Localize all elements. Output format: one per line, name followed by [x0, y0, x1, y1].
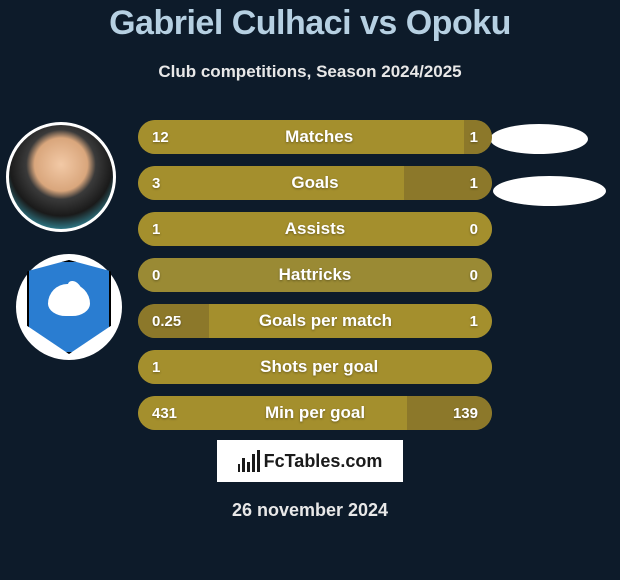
stat-value-left: 431 [152, 405, 177, 422]
stat-value-left: 3 [152, 175, 160, 192]
page-date: 26 november 2024 [0, 500, 620, 521]
player2-club-placeholder [493, 176, 606, 206]
stat-row: 0Hattricks0 [138, 258, 492, 292]
stat-value-right: 139 [453, 405, 478, 422]
stat-value-right: 0 [470, 267, 478, 284]
stat-label: Goals [160, 173, 469, 193]
stat-value-right: 1 [470, 175, 478, 192]
stat-value-left: 0.25 [152, 313, 181, 330]
stat-label: Hattricks [160, 265, 469, 285]
stat-label: Shots per goal [160, 357, 478, 377]
stat-label: Matches [169, 127, 470, 147]
stat-row: 3Goals1 [138, 166, 492, 200]
player1-avatar [6, 122, 116, 232]
stat-value-right: 0 [470, 221, 478, 238]
stat-value-left: 12 [152, 129, 169, 146]
player1-club-badge [16, 254, 122, 360]
page-subtitle: Club competitions, Season 2024/2025 [0, 62, 620, 82]
stat-value-right: 1 [470, 129, 478, 146]
brand-badge[interactable]: FcTables.com [217, 440, 403, 482]
stat-value-right: 1 [470, 313, 478, 330]
stat-value-left: 0 [152, 267, 160, 284]
brand-text: FcTables.com [264, 451, 383, 472]
club-badge-icon [27, 260, 111, 354]
stat-row: 12Matches1 [138, 120, 492, 154]
player2-avatar-placeholder [490, 124, 588, 154]
brand-chart-icon [238, 450, 260, 472]
stat-row: 1Shots per goal [138, 350, 492, 384]
stat-value-left: 1 [152, 359, 160, 376]
stat-label: Goals per match [181, 311, 469, 331]
stats-container: 12Matches13Goals11Assists00Hattricks00.2… [138, 120, 492, 442]
page-title: Gabriel Culhaci vs Opoku [0, 4, 620, 43]
stat-row: 0.25Goals per match1 [138, 304, 492, 338]
stat-value-left: 1 [152, 221, 160, 238]
stat-row: 431Min per goal139 [138, 396, 492, 430]
stat-row: 1Assists0 [138, 212, 492, 246]
stat-label: Assists [160, 219, 469, 239]
stat-label: Min per goal [177, 403, 453, 423]
